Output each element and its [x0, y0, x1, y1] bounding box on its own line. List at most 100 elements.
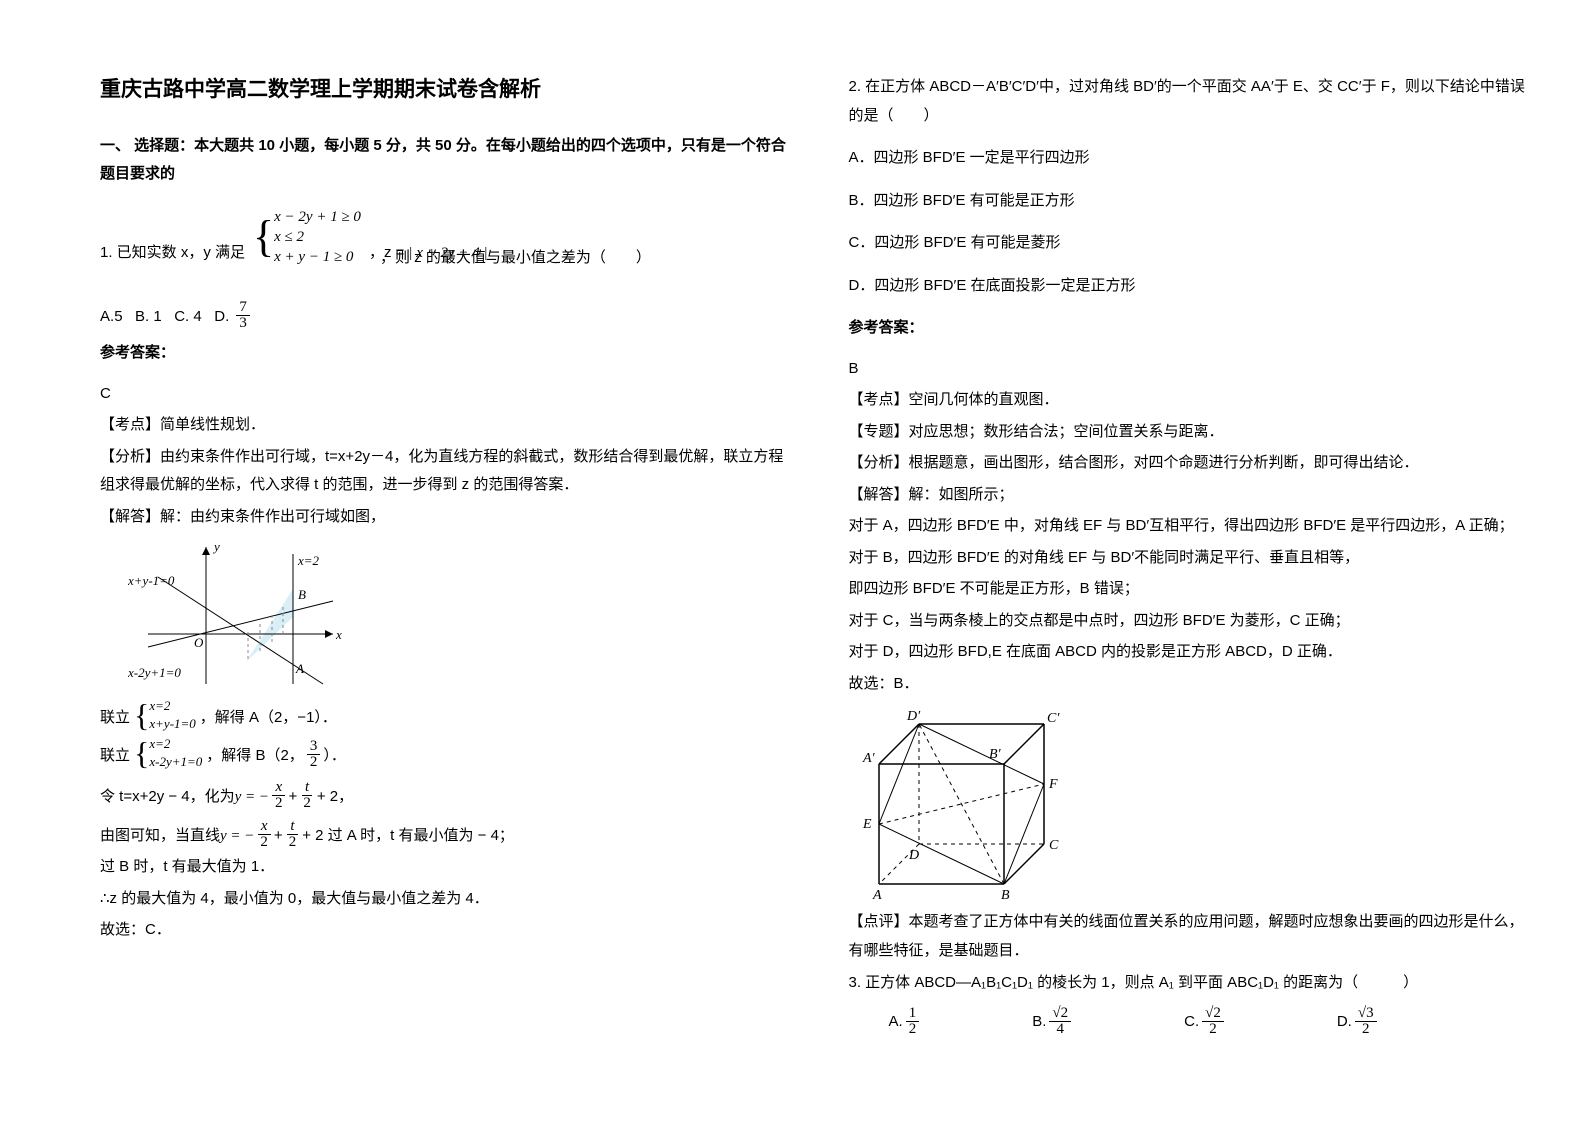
section-heading: 一、 选择题：本大题共 10 小题，每小题 5 分，共 50 分。在每小题给出的…: [100, 132, 789, 189]
q1-graph: y x O x=2 x+y-1=0 x-2y+1=0 A B: [128, 539, 348, 689]
q3-Cd: 2: [1206, 1022, 1220, 1037]
q1-l2a: 联立: [100, 742, 130, 771]
q2-jd: 【解答】解：如图所示；: [849, 481, 1538, 510]
q3-Bd: 4: [1053, 1022, 1067, 1037]
left-column: 重庆古路中学高二数学理上学期期末试卷含解析 一、 选择题：本大题共 10 小题，…: [100, 70, 789, 1037]
q1-sysa1: x=2: [149, 697, 195, 715]
q2-cube: A B C D A′ B′ C′ D′ E F: [849, 704, 1069, 904]
svg-text:A: A: [872, 888, 882, 903]
svg-text:x-2y+1=0: x-2y+1=0: [128, 665, 181, 680]
svg-text:y: y: [212, 539, 220, 554]
q2-optD: D．四边形 BFD′E 在底面投影一定是正方形: [849, 272, 1538, 301]
q1-l5: 过 B 时，t 有最大值为 1．: [100, 853, 789, 882]
q1-kp: 【考点】简单线性规划．: [100, 411, 789, 440]
q1-l4-f2d: 2: [286, 835, 300, 850]
q3-optA-label: A.: [889, 1008, 903, 1037]
q2-ans: B: [849, 355, 1538, 384]
q2-optA: A．四边形 BFD′E 一定是平行四边形: [849, 144, 1538, 173]
q2-fx: 【分析】根据题意，画出图形，结合图形，对四个命题进行分析判断，即可得出结论．: [849, 449, 1538, 478]
q1-step1: 联立 { x=2 x+y-1=0 ，解得 A（2，−1）．: [100, 697, 789, 732]
q3-optC-label: C.: [1184, 1008, 1199, 1037]
q3-optC: C. √22: [1184, 1006, 1227, 1037]
q2-kp: 【考点】空间几何体的直观图．: [849, 386, 1538, 415]
q2-optB: B．四边形 BFD′E 有可能是正方形: [849, 187, 1538, 216]
q1-optA-label: A.: [100, 303, 114, 332]
q1-l3-eq: y = −: [235, 783, 269, 812]
q1-l4-f1d: 2: [257, 835, 271, 850]
q3-An: 1: [906, 1006, 920, 1022]
svg-text:D′: D′: [906, 709, 921, 724]
q1-l1b: ，解得 A（2，−1）．: [200, 704, 337, 733]
q2-stem: 2. 在正方体 ABCD－A′B′C′D′中，过对角线 BD′的一个平面交 AA…: [849, 73, 1538, 130]
q3-optD-label: D.: [1337, 1008, 1352, 1037]
svg-text:D: D: [908, 848, 919, 863]
svg-text:B: B: [298, 587, 306, 602]
q1-sysb1: x=2: [149, 735, 202, 753]
q1-l4-f1n: x: [258, 819, 271, 835]
q1-l4-plus: +: [274, 822, 283, 851]
q2-pB: 对于 B，四边形 BFD′E 的对角线 EF 与 BD′不能同时满足平行、垂直且…: [849, 544, 1538, 573]
q1-sys3: x + y − 1 ≥ 0: [274, 247, 361, 267]
q1-optB-label: B.: [123, 303, 154, 332]
q2-dp: 【点评】本题考查了正方体中有关的线面位置关系的应用问题，解题时应想象出要画的四边…: [849, 908, 1538, 965]
q2-pC: 对于 C，当与两条棱上的交点都是中点时，四边形 BFD′E 为菱形，C 正确；: [849, 607, 1538, 636]
q1-ans-label: 参考答案：: [100, 339, 789, 368]
q1-l3-f1n: x: [272, 780, 285, 796]
q1-step2: 联立 { x=2 x-2y+1=0 ，解得 B（2， 3 2 ）．: [100, 735, 789, 770]
svg-text:A: A: [295, 661, 304, 676]
q3-Bn: √2: [1049, 1006, 1071, 1022]
q3-Cn: √2: [1202, 1006, 1224, 1022]
q3-Ad: 2: [906, 1022, 920, 1037]
svg-text:F: F: [1048, 777, 1058, 792]
q2-ans-label: 参考答案：: [849, 314, 1538, 343]
q1-ans: C: [100, 380, 789, 409]
doc-title: 重庆古路中学高二数学理上学期期末试卷含解析: [100, 70, 789, 110]
q1-l4-eq: y = −: [220, 822, 254, 851]
q1-sysb2: x-2y+1=0: [149, 753, 202, 771]
q1-l1a: 联立: [100, 704, 130, 733]
q2-pD: 对于 D，四边形 BFD,E 在底面 ABCD 内的投影是正方形 ABCD，D …: [849, 638, 1538, 667]
q1-optC-label: C.: [162, 303, 194, 332]
q1-l4-f2n: t: [287, 819, 297, 835]
q1-l3-f2n: t: [302, 780, 312, 796]
right-column: 2. 在正方体 ABCD－A′B′C′D′中，过对角线 BD′的一个平面交 AA…: [849, 70, 1538, 1037]
svg-text:C: C: [1049, 838, 1059, 853]
page: 重庆古路中学高二数学理上学期期末试卷含解析 一、 选择题：本大题共 10 小题，…: [0, 0, 1587, 1067]
q1-l2-frac: 3 2: [307, 739, 321, 770]
q2-pB2: 即四边形 BFD′E 不可能是正方形，B 错误；: [849, 575, 1538, 604]
q1-l3a: 令 t=x+2y − 4，化为: [100, 783, 235, 812]
q1-sys2: x ≤ 2: [274, 227, 361, 247]
q1-optB: 1: [153, 303, 161, 332]
q1-l3-plus: +: [289, 783, 298, 812]
brace-icon: {: [134, 699, 149, 731]
q1-l4b: 过 A 时，t 有最小值为 − 4；: [328, 822, 514, 851]
q1-l2c: ）．: [323, 742, 346, 771]
q1-prefix: 1. 已知实数 x，y 满足: [100, 239, 245, 268]
brace-icon: {: [253, 215, 274, 259]
brace-icon: {: [134, 737, 149, 769]
q1-optD-den: 3: [236, 316, 250, 331]
q1-optA: 5: [114, 303, 122, 332]
q2-pA: 对于 A，四边形 BFD′E 中，对角线 EF 与 BD′互相平行，得出四边形 …: [849, 512, 1538, 541]
q3-optD: D. √32: [1337, 1006, 1380, 1037]
q1-jd: 【解答】解：由约束条件作出可行域如图，: [100, 503, 789, 532]
q2-pSel: 故选：B．: [849, 670, 1538, 699]
svg-text:C′: C′: [1047, 711, 1060, 726]
svg-text:x: x: [335, 627, 342, 642]
q1-l4a: 由图可知，当直线: [100, 822, 220, 851]
svg-text:x=2: x=2: [297, 553, 320, 568]
q1-optD-frac: 7 3: [236, 300, 250, 331]
q2-optC: C．四边形 BFD′E 有可能是菱形: [849, 229, 1538, 258]
q1-l7: 故选：C．: [100, 916, 789, 945]
svg-text:x+y-1=0: x+y-1=0: [128, 573, 175, 588]
q1-l6: ∴z 的最大值为 4，最小值为 0，最大值与最小值之差为 4．: [100, 885, 789, 914]
q3-optA: A. 12: [889, 1006, 923, 1037]
q1-optD-label: D.: [202, 303, 234, 332]
svg-text:A′: A′: [862, 751, 876, 766]
svg-text:O: O: [194, 635, 204, 650]
svg-text:B′: B′: [989, 747, 1002, 762]
q1-sys1: x − 2y + 1 ≥ 0: [274, 207, 361, 227]
q3-optB-label: B.: [1032, 1008, 1046, 1037]
q2-zt: 【专题】对应思想；数形结合法；空间位置关系与距离．: [849, 418, 1538, 447]
q1-system: { x − 2y + 1 ≥ 0 x ≤ 2 x + y − 1 ≥ 0: [253, 207, 361, 268]
